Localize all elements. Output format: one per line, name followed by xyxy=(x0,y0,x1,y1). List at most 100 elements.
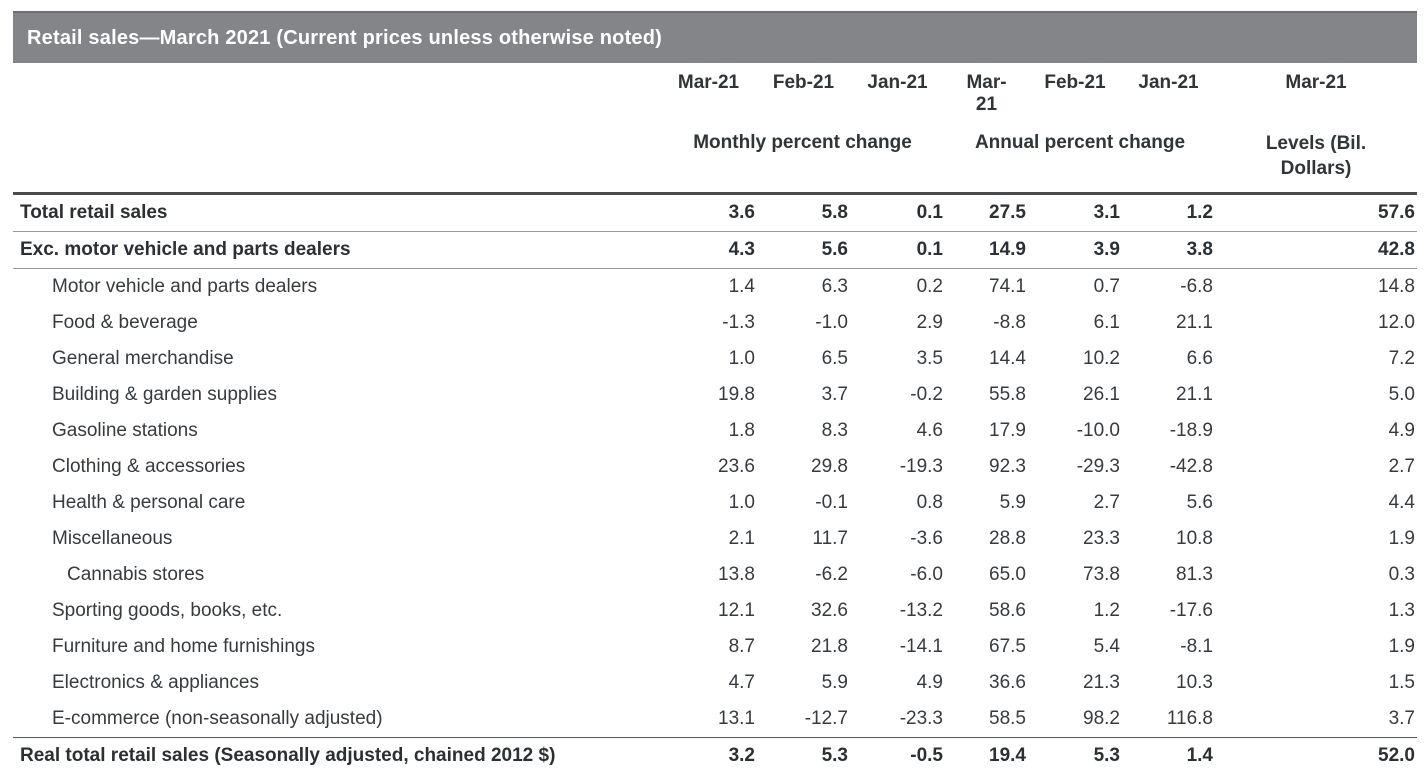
value-cell: 5.6 xyxy=(1186,492,1213,513)
period-header-label: Mar-21 xyxy=(677,72,740,93)
value-cell: 5.0 xyxy=(1388,384,1415,405)
value-cell: 0.1 xyxy=(850,193,945,232)
row-label: Clothing & accessories xyxy=(52,456,246,477)
value-cell: 1.0 xyxy=(728,492,755,513)
value-cell: 1.2 xyxy=(1093,600,1120,621)
header-spacer-cell xyxy=(13,63,660,130)
value-cell: 5.9 xyxy=(821,672,848,693)
value-cell: -0.2 xyxy=(910,384,943,405)
value-cell: -1.3 xyxy=(722,312,755,333)
value-cell: 21.1 xyxy=(1176,384,1213,405)
value-cell: 23.6 xyxy=(718,456,755,477)
row-label: Cannabis stores xyxy=(67,564,205,585)
value-cell: 12.0 xyxy=(1378,312,1415,333)
table-row: Health & personal care 1.0 -0.1 0.8 5.9 2.7 5.… xyxy=(13,485,1417,521)
table-body: Total retail sales 3.6 5.8 0.1 27.5 3.1 1.2 57.… xyxy=(13,193,1417,774)
value-cell: 81.3 xyxy=(1176,564,1213,585)
value-cell: -23.3 xyxy=(899,708,943,729)
value-cell: 6.1 xyxy=(1093,312,1120,333)
value-cell: 21.1 xyxy=(1176,312,1213,333)
value-cell: -10.0 xyxy=(1076,420,1120,441)
value-cell: 6.5 xyxy=(821,348,848,369)
value-cell: 58.5 xyxy=(989,708,1026,729)
value-cell: 1.4 xyxy=(1122,737,1215,774)
value-cell: 6.6 xyxy=(1186,348,1213,369)
value-cell: 19.8 xyxy=(718,384,755,405)
value-cell: 3.7 xyxy=(821,384,848,405)
header-spacer-cell xyxy=(13,130,660,195)
table-row: E-commerce (non-seasonally adjusted) 13.1… xyxy=(13,701,1417,738)
value-cell: 52.0 xyxy=(1215,737,1417,774)
value-cell: 55.8 xyxy=(989,384,1026,405)
value-cell: 3.7 xyxy=(1388,708,1415,729)
value-cell: 5.8 xyxy=(757,193,850,232)
value-cell: 0.1 xyxy=(850,231,945,269)
period-header-label: Feb-21 xyxy=(1044,72,1106,93)
value-cell: 4.4 xyxy=(1388,492,1415,513)
value-cell: 92.3 xyxy=(989,456,1026,477)
value-cell: 1.9 xyxy=(1388,636,1415,657)
value-cell: 27.5 xyxy=(945,193,1028,232)
value-cell: 3.6 xyxy=(660,193,757,232)
row-label: Electronics & appliances xyxy=(52,672,259,693)
value-cell: 14.8 xyxy=(1378,276,1415,297)
table-row: General merchandise 1.0 6.5 3.5 14.4 10.2 6.6 7… xyxy=(13,341,1417,377)
value-cell: -8.8 xyxy=(993,312,1026,333)
value-cell: 5.9 xyxy=(999,492,1026,513)
row-label: Furniture and home furnishings xyxy=(52,636,315,657)
period-header-cell: Feb-21 xyxy=(1028,63,1122,130)
value-cell: -17.6 xyxy=(1169,600,1213,621)
table-row: Clothing & accessories 23.6 29.8 -19.3 92.3 -… xyxy=(13,449,1417,485)
value-cell: -19.3 xyxy=(899,456,943,477)
value-cell: 57.6 xyxy=(1215,193,1417,232)
value-cell: 14.4 xyxy=(989,348,1026,369)
value-cell: 5.3 xyxy=(1028,737,1122,774)
table-row: Motor vehicle and parts dealers 1.4 6.3 0.2… xyxy=(13,269,1417,306)
value-cell: 3.2 xyxy=(660,737,757,774)
value-cell: 4.6 xyxy=(916,420,943,441)
period-header-cell: Mar-21 xyxy=(945,63,1028,130)
value-cell: 23.3 xyxy=(1083,528,1120,549)
value-cell: 2.1 xyxy=(728,528,755,549)
row-label: Motor vehicle and parts dealers xyxy=(52,276,318,297)
table-row: Total retail sales 3.6 5.8 0.1 27.5 3.1 1.2 57.… xyxy=(13,193,1417,232)
value-cell: 4.9 xyxy=(1388,420,1415,441)
period-header-label: Mar-21 xyxy=(1285,72,1347,93)
value-cell: 29.8 xyxy=(811,456,848,477)
value-cell: 4.9 xyxy=(916,672,943,693)
value-cell: 74.1 xyxy=(989,276,1026,297)
value-cell: 13.8 xyxy=(718,564,755,585)
row-label: Health & personal care xyxy=(52,492,246,513)
value-cell: -0.5 xyxy=(850,737,945,774)
value-cell: 3.9 xyxy=(1028,231,1122,269)
value-cell: 21.3 xyxy=(1083,672,1120,693)
value-cell: 58.6 xyxy=(989,600,1026,621)
row-label: Total retail sales xyxy=(13,193,660,232)
table-title: Retail sales—March 2021 (Current prices … xyxy=(27,26,663,49)
value-cell: -42.8 xyxy=(1169,456,1213,477)
value-cell: -0.1 xyxy=(815,492,848,513)
row-label: Food & beverage xyxy=(52,312,198,333)
period-header-label: Jan-21 xyxy=(1138,72,1199,93)
period-header-row: Mar-21 Feb-21 Jan-21 Mar-21 Feb-21 Jan-21 Mar-… xyxy=(13,63,1417,130)
value-cell: 5.4 xyxy=(1093,636,1120,657)
value-cell: 1.2 xyxy=(1122,193,1215,232)
value-cell: 2.7 xyxy=(1388,456,1415,477)
table-row: Sporting goods, books, etc. 12.1 32.6 -13.2… xyxy=(13,593,1417,629)
value-cell: 42.8 xyxy=(1215,231,1417,269)
value-cell: 11.7 xyxy=(812,528,848,549)
group-header-label: Levels (Bil. Dollars) xyxy=(1265,133,1367,179)
table-header: Mar-21 Feb-21 Jan-21 Mar-21 Feb-21 Jan-21 Mar-… xyxy=(13,63,1417,195)
group-header-cell: Annual percent change xyxy=(945,130,1215,195)
period-header-cell: Mar-21 xyxy=(660,63,757,130)
period-header-cell: Jan-21 xyxy=(1122,63,1215,130)
value-cell: -18.9 xyxy=(1169,420,1213,441)
row-label: Gasoline stations xyxy=(52,420,198,441)
period-header-label: Feb-21 xyxy=(772,72,835,93)
value-cell: 98.2 xyxy=(1083,708,1120,729)
table-row: Exc. motor vehicle and parts dealers 4.3 5… xyxy=(13,231,1417,269)
value-cell: 73.8 xyxy=(1083,564,1120,585)
value-cell: 8.7 xyxy=(728,636,755,657)
value-cell: 67.5 xyxy=(989,636,1026,657)
